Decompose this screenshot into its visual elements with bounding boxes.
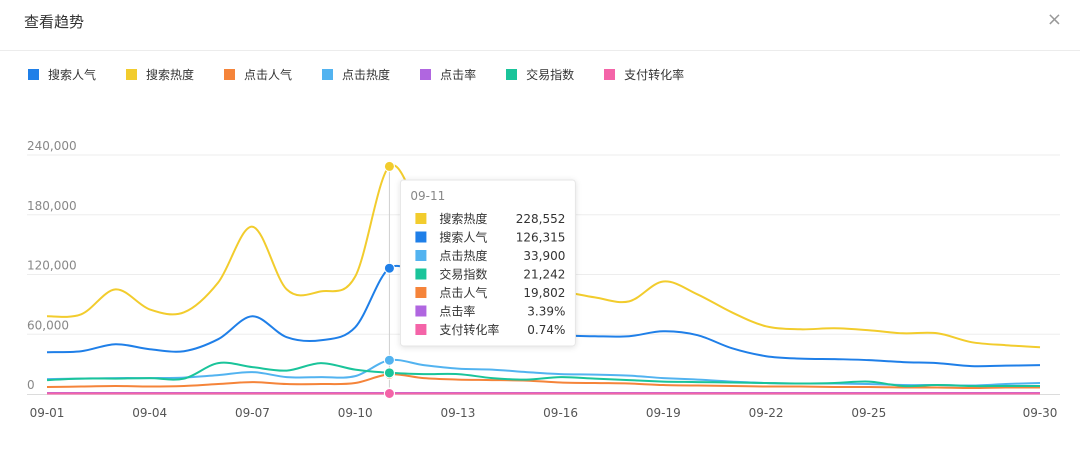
y-tick-label: 60,000 [27,318,69,332]
x-tick-label: 09-22 [749,406,784,420]
legend-swatch [420,69,432,80]
tooltip-swatch [415,287,427,298]
series-point [383,367,395,379]
legend-swatch [28,69,39,80]
y-tick-label: 0 [27,378,35,392]
legend-swatch [604,69,616,80]
series-line [46,373,1041,389]
x-tick-label: 09-25 [851,406,886,420]
y-tick-label: 240,000 [27,139,77,153]
legend-label: 点击热度 [342,68,391,82]
tooltip-series-value: 228,552 [516,212,566,226]
series-line [46,361,1040,388]
close-icon[interactable]: × [1046,9,1062,30]
legend-item[interactable]: 支付转化率 [604,66,684,83]
legend-label: 搜索热度 [146,68,195,82]
x-tick-label: 09-04 [132,406,167,420]
tooltip-series-value: 21,242 [523,268,565,282]
legend-item[interactable]: 点击人气 [224,66,292,83]
x-tick-label: 09-07 [235,406,270,420]
x-tick-label: 09-16 [543,406,578,420]
y-tick-label: 120,000 [27,259,77,273]
legend-item[interactable]: 交易指数 [506,66,574,83]
tooltip-swatch [415,213,427,224]
tooltip-series-name: 搜索热度 [439,211,487,226]
x-tick-label: 09-30 [1023,406,1058,420]
legend-label: 搜索人气 [48,68,97,82]
legend-label: 点击率 [440,68,477,82]
tooltip-box [399,179,576,347]
tooltip-swatch [415,268,427,280]
tooltip-swatch [415,231,427,243]
legend-swatch [224,69,236,80]
tooltip-series-name: 点击人气 [439,285,487,300]
tooltip-swatch [415,250,427,261]
x-tick-label: 09-19 [646,406,681,420]
series-point [383,160,395,172]
tooltip-series-name: 交易指数 [439,267,487,282]
tooltip-swatch [415,324,427,335]
series-point [383,354,395,366]
x-tick-label: 09-01 [30,406,65,420]
tooltip-series-name: 支付转化率 [439,322,499,337]
tooltip-series-name: 点击率 [439,304,475,319]
tooltip-series-value: 19,802 [523,286,565,300]
tooltip-series-name: 点击热度 [439,248,487,263]
x-tick-label: 09-13 [440,406,475,420]
tooltip-swatch [415,305,427,317]
legend-item[interactable]: 搜索热度 [126,66,194,83]
tooltip-series-value: 3.39% [527,305,565,319]
dialog-header: 查看趋势 × [0,0,1080,51]
legend-swatch [506,69,518,80]
series-point [383,262,395,274]
tooltip-series-value: 33,900 [523,249,565,263]
legend-swatch [126,69,138,80]
series-line [46,358,1041,387]
tooltip-title: 09-11 [410,189,445,203]
legend-item[interactable]: 点击率 [420,66,476,83]
legend-label: 点击人气 [244,68,293,82]
dialog-title: 查看趋势 [24,13,85,31]
legend-item[interactable]: 点击热度 [322,66,390,83]
series-point [383,388,395,400]
tooltip-series-name: 搜索人气 [439,230,487,245]
y-tick-label: 180,000 [27,199,77,213]
chart-legend: 搜索人气 搜索热度 点击人气 点击热度 点击率 交易指数 支付转化率 [28,66,714,83]
tooltip-series-value: 0.74% [527,323,565,337]
legend-label: 交易指数 [526,68,575,82]
legend-label: 支付转化率 [624,68,685,82]
x-tick-label: 09-10 [338,406,373,420]
tooltip-series-value: 126,315 [516,231,566,245]
legend-item[interactable]: 搜索人气 [28,66,96,83]
legend-swatch [322,69,334,80]
